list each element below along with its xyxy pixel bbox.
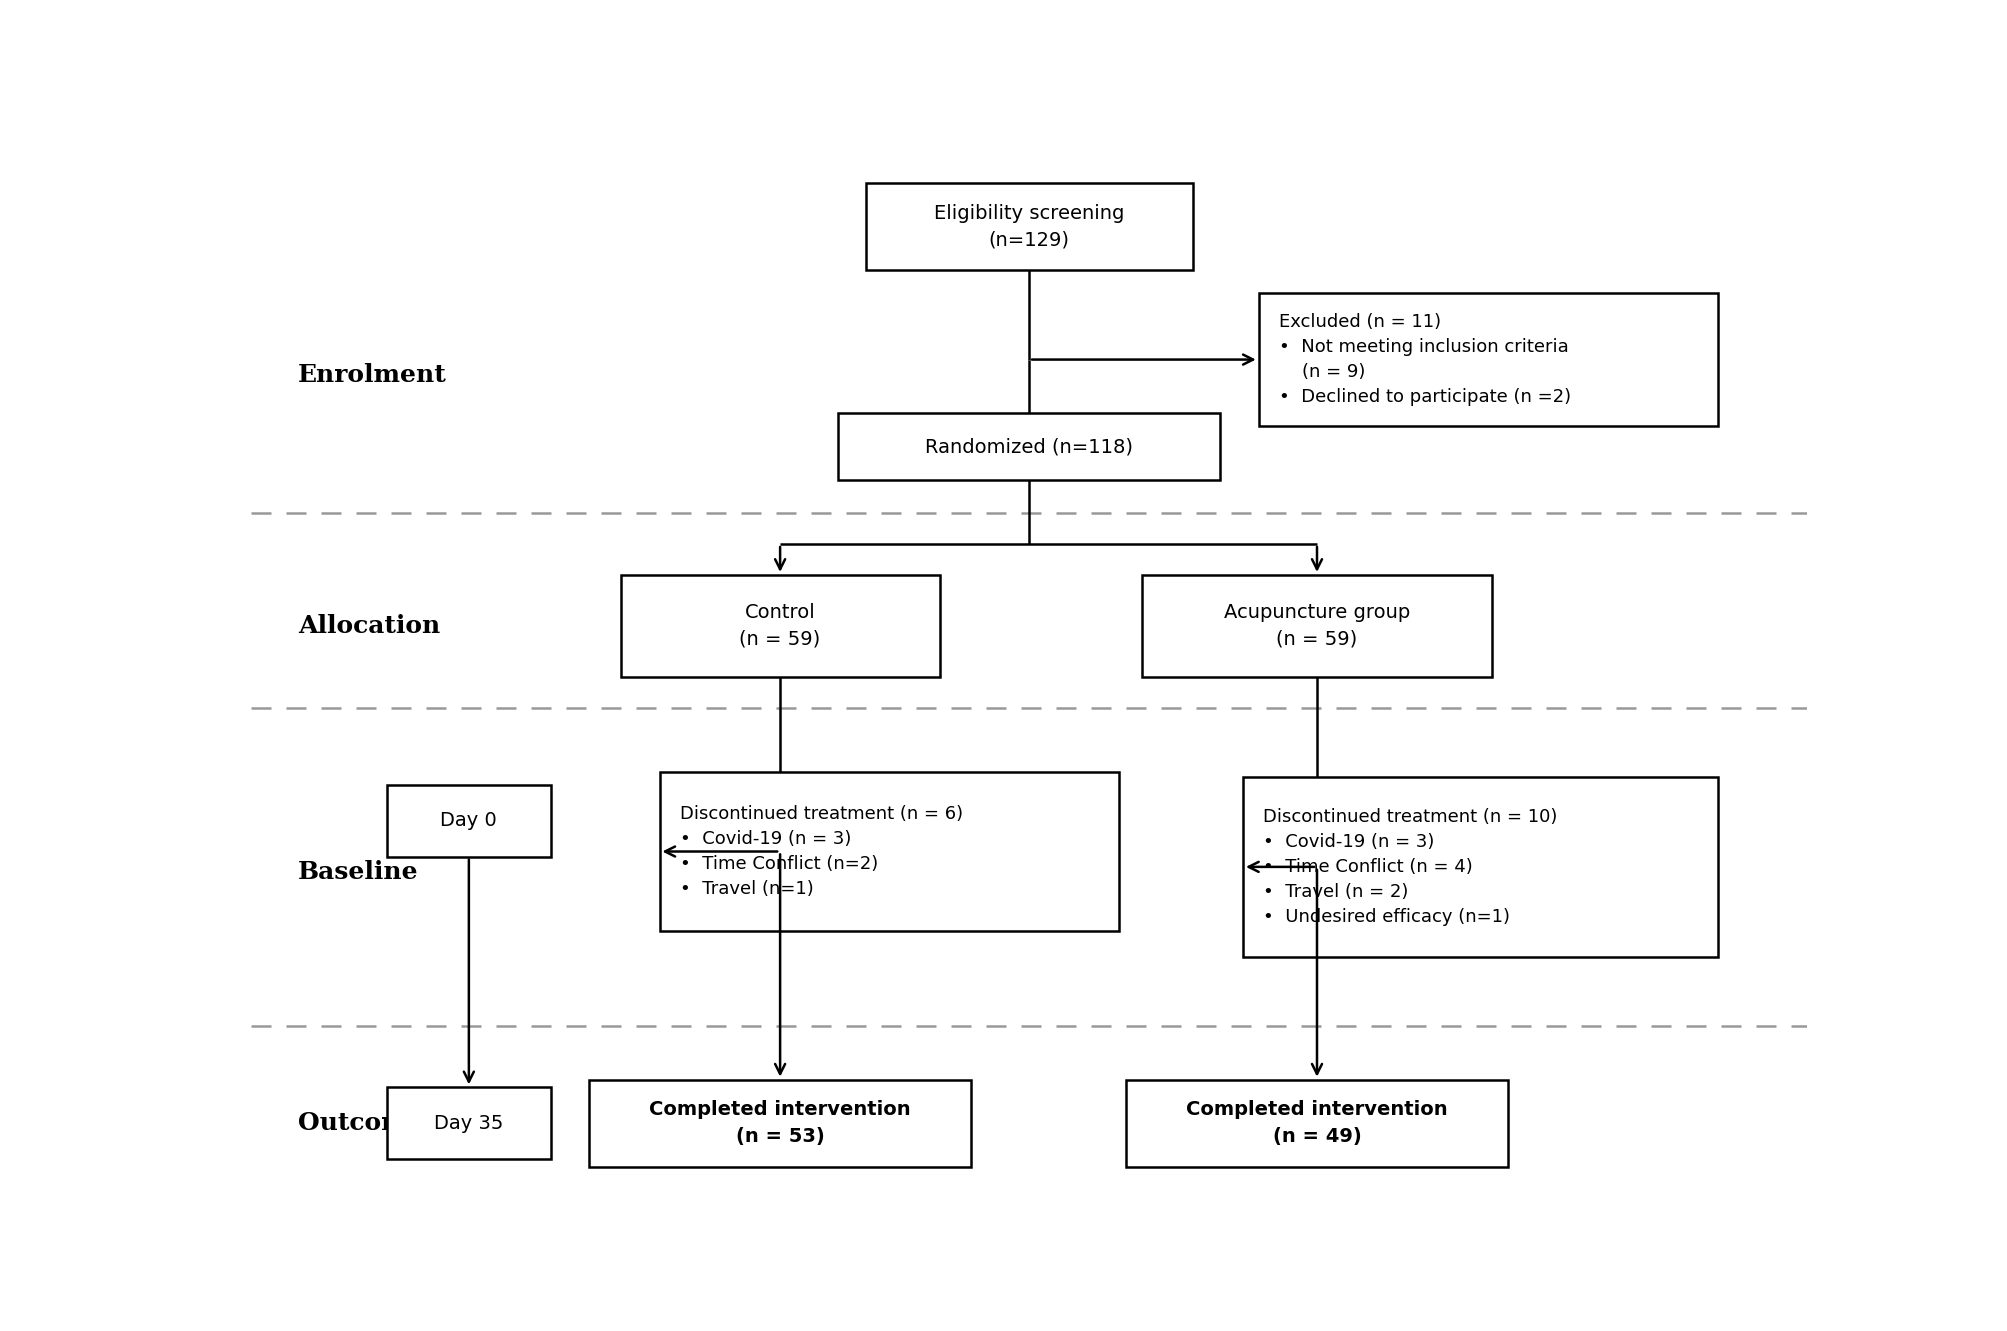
FancyBboxPatch shape [387, 1087, 550, 1159]
Text: Outcome: Outcome [297, 1111, 423, 1135]
Text: Completed intervention
(n = 53): Completed intervention (n = 53) [648, 1101, 911, 1146]
FancyBboxPatch shape [1242, 777, 1716, 957]
Text: Excluded (n = 11)
•  Not meeting inclusion criteria
    (n = 9)
•  Declined to p: Excluded (n = 11) • Not meeting inclusio… [1278, 313, 1569, 406]
Text: Allocation: Allocation [297, 614, 440, 638]
FancyBboxPatch shape [865, 182, 1192, 270]
FancyBboxPatch shape [1258, 293, 1716, 426]
FancyBboxPatch shape [1142, 575, 1491, 677]
Text: Enrolment: Enrolment [297, 363, 446, 387]
Text: Control
(n = 59): Control (n = 59) [739, 603, 821, 648]
FancyBboxPatch shape [1126, 1079, 1507, 1167]
Text: Discontinued treatment (n = 6)
•  Covid-19 (n = 3)
•  Time Conflict (n=2)
•  Tra: Discontinued treatment (n = 6) • Covid-1… [680, 805, 963, 898]
Text: Randomized (n=118): Randomized (n=118) [925, 437, 1132, 457]
FancyBboxPatch shape [839, 414, 1218, 480]
Text: Acupuncture group
(n = 59): Acupuncture group (n = 59) [1222, 603, 1409, 648]
Text: Day 0: Day 0 [440, 812, 498, 831]
Text: Completed intervention
(n = 49): Completed intervention (n = 49) [1186, 1101, 1447, 1146]
Text: Day 35: Day 35 [434, 1114, 504, 1133]
FancyBboxPatch shape [658, 772, 1118, 930]
Text: Baseline: Baseline [297, 860, 417, 884]
FancyBboxPatch shape [387, 785, 550, 857]
Text: Discontinued treatment (n = 10)
•  Covid-19 (n = 3)
•  Time Conflict (n = 4)
•  : Discontinued treatment (n = 10) • Covid-… [1262, 808, 1557, 926]
FancyBboxPatch shape [620, 575, 939, 677]
Text: Eligibility screening
(n=129): Eligibility screening (n=129) [933, 204, 1124, 249]
FancyBboxPatch shape [590, 1079, 969, 1167]
